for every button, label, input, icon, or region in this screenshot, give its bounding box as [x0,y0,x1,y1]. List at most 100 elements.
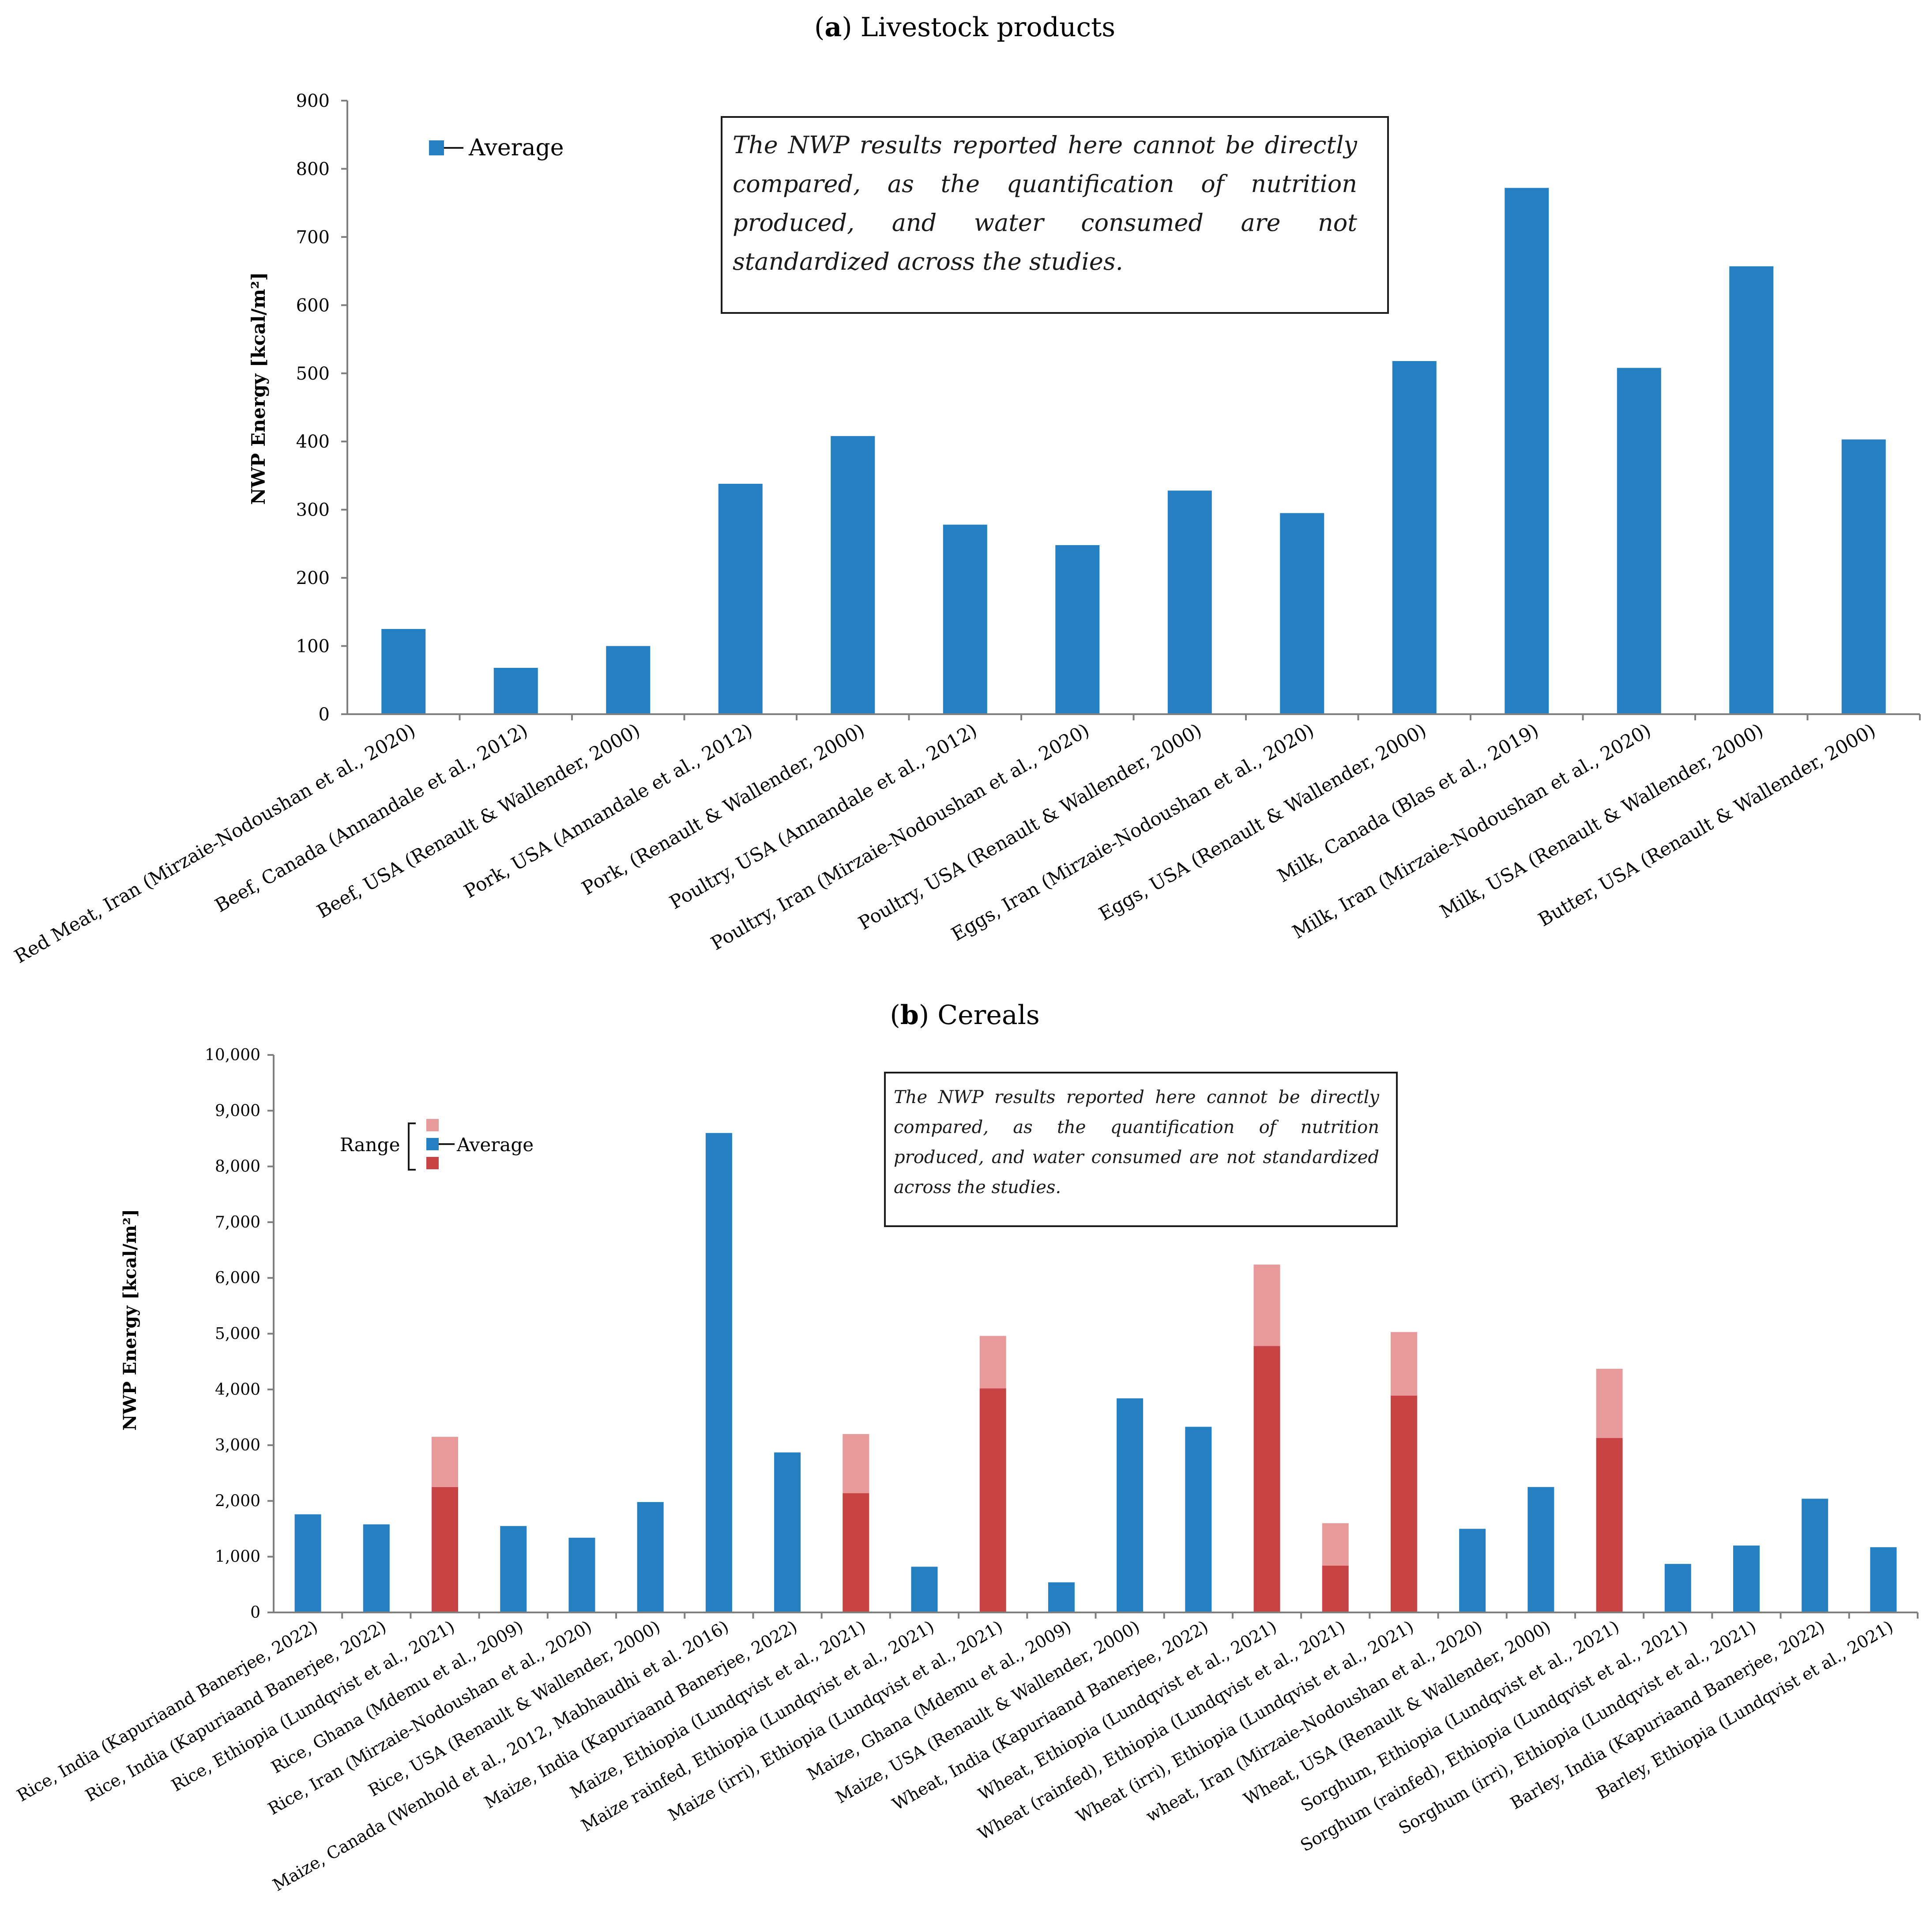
panel-b-cereals-chart: (b) Cereals NWP Energy [kcal/m²] 0 1,000 2… [14,1000,1919,1895]
panel-b-bar-average [1185,1427,1212,1612]
panel-b-bar-average [911,1567,938,1612]
panel-b-legend: Range Average [340,1119,534,1171]
panel-b-bar-range-high [843,1434,869,1493]
panel-a-y-tick-label: 500 [296,364,330,384]
panel-a-bar [381,629,426,714]
panel-a-bar [1280,513,1324,714]
panel-a-note-text: The NWP results reported here cannot be … [733,131,1357,275]
panel-a-bar [1617,368,1661,714]
panel-b-y-tick-label: 4,000 [215,1381,260,1399]
panel-a-bar [943,524,987,714]
panel-b-bar-average [500,1526,527,1612]
panel-b-bar-range-low [979,1388,1006,1612]
panel-b-bar-range-low [1253,1346,1280,1612]
panel-b-y-tick-label: 3,000 [215,1436,260,1454]
panel-b-y-tick-label: 5,000 [215,1325,260,1343]
panel-a-letter: a [824,12,842,43]
panel-b-y-ticks: 0 1,000 2,000 3,000 4,000 5,000 6,000 7,000 8,00… [205,1046,274,1622]
panel-b-bar-range-low [1596,1438,1623,1612]
panel-a-note: The NWP results reported here cannot be … [721,116,1389,314]
panel-a-note-box [721,116,1389,314]
legend-range-label: Range [340,1134,400,1156]
panel-b-bar-average [1117,1398,1144,1612]
panel-b-x-ticks [341,1612,1919,1619]
panel-b-bars [294,1133,1897,1612]
panel-a-x-tick-label: Red Meat, Iran (Mirzaie-Nodoushan et al.… [11,719,419,967]
panel-b-bar-range-high [1322,1523,1349,1566]
panel-b-y-tick-label: 10,000 [205,1046,260,1064]
panel-a-bar [1505,188,1549,714]
legend-average-swatch [429,140,444,155]
panel-b-letter: b [900,1000,919,1031]
panel-a-y-axis-label: NWP Energy [kcal/m²] [248,272,269,505]
panel-a-bar [493,667,538,714]
panel-b-bar-average [1802,1499,1828,1612]
panel-b-bar-average [774,1452,801,1612]
panel-a-y-tick-label: 600 [296,295,330,316]
panel-b-bar-average [294,1514,321,1612]
panel-b-bar-range-high [432,1437,459,1487]
panel-b-title-text: Cereals [937,1000,1039,1031]
panel-b-note-box [884,1072,1398,1227]
panel-a-x-ticks [459,714,1921,720]
panel-b-note: The NWP results reported here cannot be … [884,1072,1398,1227]
panel-a-y-tick-label: 700 [296,227,330,248]
panel-a-livestock-chart: (a) Livestock products NWP Energy [kcal/… [11,12,1921,968]
legend-average-swatch [426,1138,439,1150]
panel-b-bar-average [1527,1487,1554,1612]
panel-b-bar-range-high [1596,1369,1623,1438]
panel-b-bar-average [1870,1547,1897,1612]
panel-a-bar [1055,545,1100,714]
panel-b-bar-average [705,1133,732,1612]
panel-b-y-axis-label: NWP Energy [kcal/m²] [120,1209,140,1431]
panel-a-bars [381,188,1886,714]
panel-a-y-tick-label: 200 [296,568,330,588]
legend-average-label: Average [468,135,564,161]
panel-b-bar-range-low [1322,1565,1349,1612]
panel-b-bar-average [1459,1529,1486,1612]
legend-average-label: Average [456,1134,534,1156]
panel-a-bar [718,483,763,714]
panel-a-y-tick-label: 400 [296,432,330,452]
panel-a-y-ticks: 0 100 200 300 400 500 600 700 800 900 [296,91,347,725]
panel-b-x-labels: Rice, India (Kapuriaand Banerjee, 2022)R… [14,1617,1896,1895]
panel-b-note-text: The NWP results reported here cannot be … [894,1087,1379,1198]
panel-b-y-tick-label: 0 [250,1604,260,1622]
panel-a-y-tick-label: 0 [319,704,330,725]
legend-range-bracket [408,1122,416,1171]
panel-a-title: (a) Livestock products [814,12,1115,43]
panel-b-bar-range-low [432,1487,459,1612]
panel-b-bar-average [568,1537,595,1612]
panel-b-bar-range-high [1390,1332,1417,1396]
panel-b-y-tick-label: 8,000 [215,1158,260,1176]
panel-a-y-tick-label: 800 [296,159,330,179]
panel-b-x-tick-label: Rice, India (Kapuriaand Banerjee, 2022) [14,1617,321,1805]
panel-a-bar [1167,490,1212,714]
panel-b-y-tick-label: 1,000 [215,1548,260,1566]
panel-b-y-tick-label: 2,000 [215,1492,260,1510]
panel-b-bar-average [637,1502,664,1612]
panel-a-bar [606,646,651,714]
panel-b-y-tick-label: 6,000 [215,1269,260,1287]
panel-a-y-tick-label: 300 [296,500,330,520]
panel-b-bar-average [1048,1582,1075,1612]
panel-b-y-tick-label: 9,000 [215,1102,260,1120]
panel-b-y-tick-label: 7,000 [215,1213,260,1232]
panel-b-bar-range-low [843,1493,869,1612]
panel-a-bar [1729,266,1774,714]
legend-range-high-swatch [426,1119,439,1131]
panel-a-x-labels: Red Meat, Iran (Mirzaie-Nodoushan et al.… [11,719,1879,967]
panel-b-bar-range-high [979,1336,1006,1389]
panel-b-title: (b) Cereals [890,1000,1039,1031]
panel-b-bar-average [363,1524,390,1612]
panel-a-y-tick-label: 100 [296,636,330,657]
panel-a-bar [1392,361,1437,714]
panel-b-bar-average [1664,1564,1691,1612]
panel-a-y-tick-label: 900 [296,91,330,111]
panel-b-bar-average [1733,1545,1760,1612]
panel-a-x-tick-label: Poultry, Iran (Mirzaie-Nodoushan et al.,… [707,719,1093,954]
panel-a-title-text: Livestock products [861,12,1115,43]
panel-b-bar-range-low [1390,1395,1417,1612]
legend-range-low-swatch [426,1157,439,1169]
panel-b-bar-range-high [1253,1264,1280,1346]
